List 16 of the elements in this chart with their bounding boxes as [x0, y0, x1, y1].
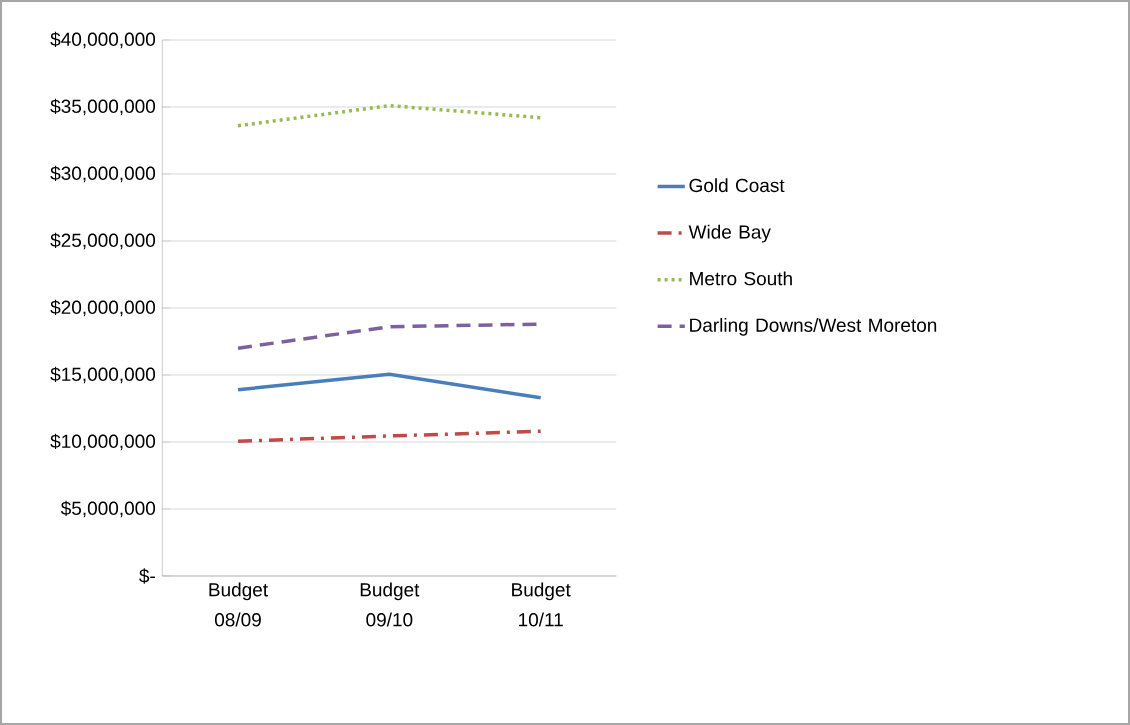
y-tick-label: $- [139, 568, 155, 584]
y-tick-label: $30,000,000 [50, 165, 156, 183]
y-tick-label: $10,000,000 [50, 433, 156, 451]
legend-label: Wide Bay [688, 224, 771, 243]
legend-label: Darling Downs/West Moreton [690, 317, 937, 336]
legend-label: Gold Coast [689, 178, 785, 193]
y-tick-label: $40,000,000 [50, 31, 156, 49]
y-tick-label: $20,000,000 [50, 299, 156, 317]
x-tick-label: Budget 10/11 [512, 582, 571, 627]
x-tick-label: Budget 08/09 [209, 582, 268, 627]
y-tick-label: $5,000,000 [60, 500, 156, 518]
y-tick-label: $15,000,000 [50, 366, 156, 384]
y-tick-label: $35,000,000 [50, 98, 156, 116]
y-tick-label: $25,000,000 [50, 232, 156, 250]
x-tick-label: Budget 09/10 [360, 582, 420, 627]
legend-label: Metro South [690, 271, 792, 286]
